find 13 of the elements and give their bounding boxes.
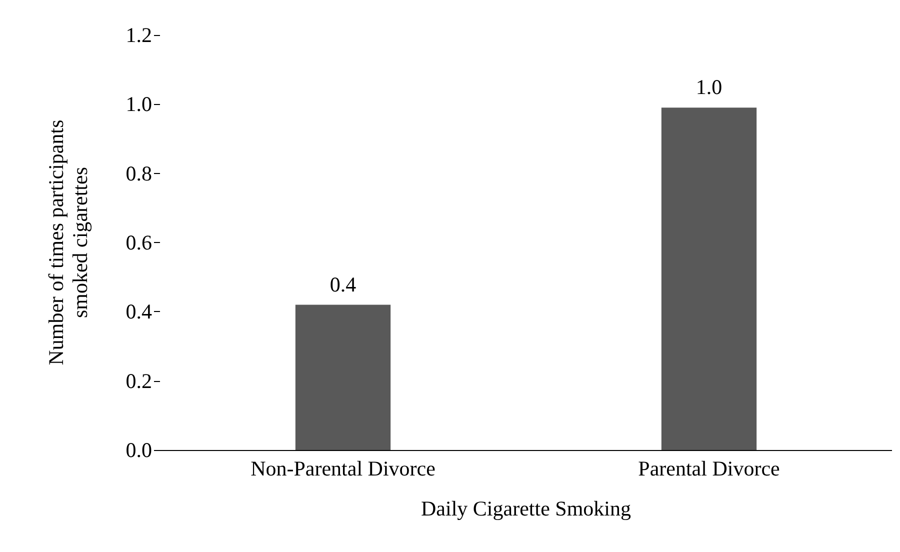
- y-tick-label: 1.0: [126, 92, 152, 116]
- x-tick-label: Non-Parental Divorce: [250, 456, 436, 480]
- y-tick-label: 0.8: [126, 161, 152, 186]
- data-label: 0.4: [330, 272, 357, 296]
- y-tick-label: 1.2: [126, 23, 152, 47]
- y-tick-label: 0.6: [126, 230, 152, 254]
- y-tick-label: 0.2: [126, 368, 152, 393]
- y-tick-label: 0.4: [126, 300, 152, 324]
- y-axis-title: Number of times participants smoked cigarettes: [44, 120, 92, 366]
- y-tick-label: 0.0: [126, 438, 152, 462]
- x-tick-label: Parental Divorce: [638, 456, 780, 480]
- x-axis-title: Daily Cigarette Smoking: [421, 496, 632, 520]
- data-label: 1.0: [696, 75, 722, 100]
